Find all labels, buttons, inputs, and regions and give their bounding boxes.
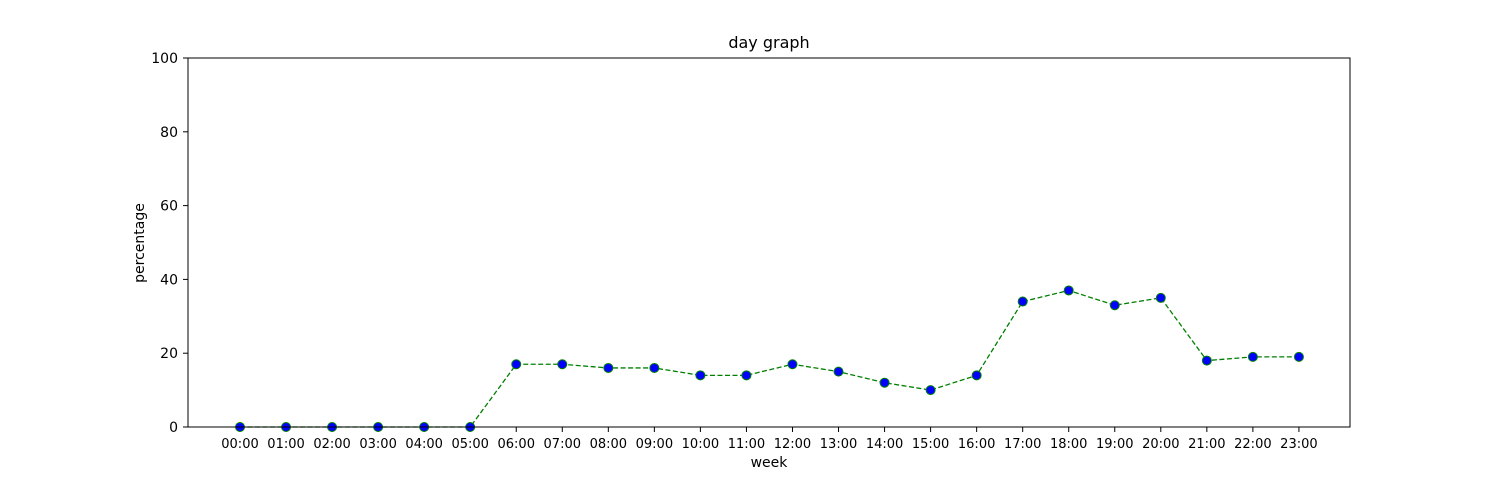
x-tick-label: 00:00	[221, 437, 258, 452]
data-point	[971, 370, 982, 381]
y-tick-label: 20	[160, 346, 178, 362]
x-tick-label: 01:00	[267, 437, 304, 452]
x-tick-label: 16:00	[958, 437, 995, 452]
x-tick-label: 22:00	[1234, 437, 1271, 452]
x-tick-label: 09:00	[636, 437, 673, 452]
x-tick-label: 11:00	[728, 437, 765, 452]
x-tick-label: 13:00	[820, 437, 857, 452]
y-axis: 0 20 40 60 80 100	[151, 51, 188, 436]
data-point	[1063, 285, 1074, 296]
x-tick-label: 08:00	[590, 437, 627, 452]
x-tick-label: 14:00	[866, 437, 903, 452]
x-axis-label: week	[751, 455, 789, 471]
data-point	[649, 362, 660, 373]
x-tick-label: 10:00	[682, 437, 719, 452]
data-point	[603, 362, 614, 373]
y-tick-label: 60	[160, 199, 178, 215]
data-point	[695, 370, 706, 381]
x-tick-label: 20:00	[1142, 437, 1179, 452]
x-tick-label: 23:00	[1280, 437, 1317, 452]
y-axis-label: percentage	[132, 203, 148, 283]
x-tick-label: 15:00	[912, 437, 949, 452]
y-tick-label: 40	[160, 272, 178, 288]
y-tick-label: 80	[160, 125, 178, 141]
data-point	[557, 359, 568, 370]
x-tick-label: 18:00	[1050, 437, 1087, 452]
data-point	[1109, 300, 1120, 311]
data-point	[925, 385, 936, 396]
x-tick-label: 02:00	[313, 437, 350, 452]
x-tick-label: 07:00	[544, 437, 581, 452]
y-tick-label: 100	[151, 51, 178, 67]
data-point	[1293, 351, 1304, 362]
data-point	[1155, 292, 1166, 303]
data-point	[1247, 351, 1258, 362]
data-point	[741, 370, 752, 381]
data-point	[1017, 296, 1028, 307]
y-tick-label: 0	[169, 420, 178, 436]
x-tick-label: 12:00	[774, 437, 811, 452]
x-tick-label: 19:00	[1096, 437, 1133, 452]
x-tick-label: 03:00	[359, 437, 396, 452]
series-line	[240, 289, 1299, 428]
data-point	[511, 359, 522, 370]
x-axis: 00:00 01:00 02:00 03:00 04:00 05:00 06:00 07:00…	[221, 427, 1318, 452]
chart-title: day graph	[728, 33, 809, 52]
plot-series	[235, 285, 1304, 432]
data-point	[833, 366, 844, 377]
x-tick-label: 06:00	[498, 437, 535, 452]
x-tick-label: 17:00	[1004, 437, 1041, 452]
data-point	[879, 377, 890, 388]
x-tick-label: 21:00	[1188, 437, 1225, 452]
x-tick-label: 04:00	[405, 437, 442, 452]
x-tick-label: 05:00	[451, 437, 488, 452]
data-point	[787, 359, 798, 370]
plot-frame	[187, 57, 1351, 428]
data-point	[1201, 355, 1212, 366]
